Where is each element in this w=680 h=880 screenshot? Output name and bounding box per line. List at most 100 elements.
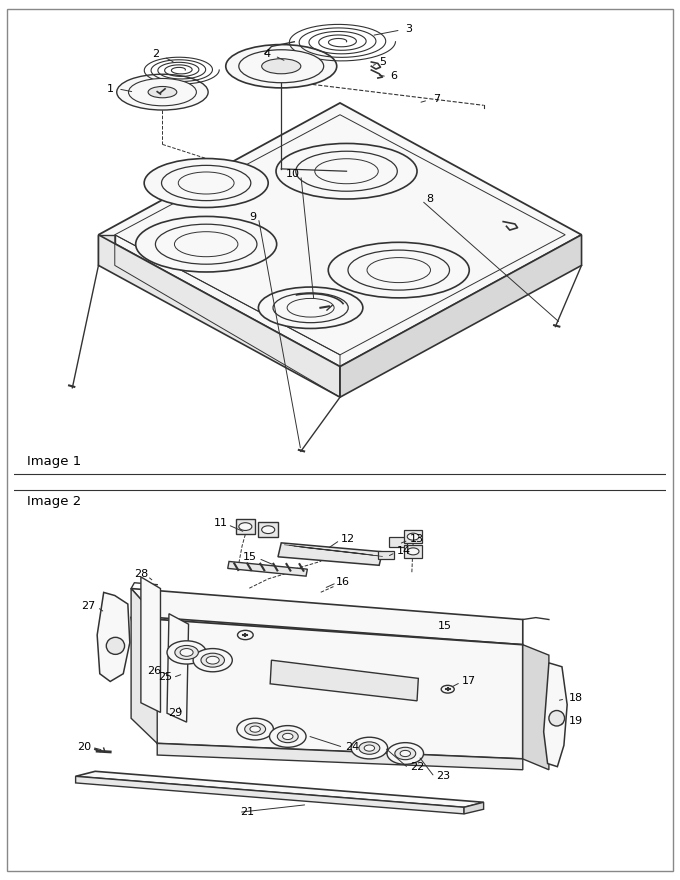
Polygon shape [270,660,418,700]
Ellipse shape [175,231,238,257]
Ellipse shape [395,747,415,759]
Ellipse shape [269,726,306,747]
Text: 10: 10 [286,169,299,179]
Text: 27: 27 [82,601,96,611]
Text: 3: 3 [405,24,412,34]
Ellipse shape [262,526,275,533]
Ellipse shape [162,165,251,201]
Ellipse shape [407,533,419,540]
Polygon shape [97,592,130,681]
Ellipse shape [407,548,419,555]
Text: 21: 21 [240,807,254,818]
Ellipse shape [237,718,273,740]
Text: 28: 28 [134,568,148,579]
Text: 15: 15 [243,552,257,561]
Ellipse shape [364,745,375,752]
Ellipse shape [167,641,206,664]
Text: 23: 23 [436,772,450,781]
Ellipse shape [106,637,124,655]
FancyBboxPatch shape [404,546,422,558]
Ellipse shape [258,287,363,328]
Ellipse shape [239,523,252,531]
Text: 1: 1 [107,84,114,94]
Text: 12: 12 [341,534,355,544]
FancyBboxPatch shape [378,551,394,559]
FancyBboxPatch shape [235,519,255,534]
Ellipse shape [315,158,378,184]
Ellipse shape [273,293,348,323]
FancyBboxPatch shape [258,522,278,538]
Ellipse shape [328,242,469,297]
Text: 4: 4 [263,48,271,59]
Ellipse shape [178,172,234,194]
Ellipse shape [549,710,564,726]
Polygon shape [99,103,581,367]
Text: Image 2: Image 2 [27,495,81,508]
Polygon shape [228,561,307,576]
Polygon shape [75,771,483,807]
FancyBboxPatch shape [389,537,407,546]
Polygon shape [75,776,464,814]
Ellipse shape [287,298,334,317]
Polygon shape [464,803,483,814]
Polygon shape [167,613,188,722]
Text: 11: 11 [214,517,228,528]
Text: 25: 25 [158,671,172,682]
Ellipse shape [206,656,219,664]
Polygon shape [131,618,523,759]
Ellipse shape [387,743,424,765]
Ellipse shape [175,645,199,659]
Text: 16: 16 [337,576,350,587]
Ellipse shape [180,649,193,656]
Polygon shape [544,663,567,766]
Ellipse shape [136,216,277,272]
Text: 24: 24 [345,742,359,752]
Ellipse shape [239,50,324,83]
Text: 7: 7 [433,94,440,104]
FancyBboxPatch shape [404,531,422,543]
Polygon shape [99,235,115,266]
Ellipse shape [348,250,449,290]
Ellipse shape [156,224,257,264]
Ellipse shape [117,74,208,110]
Text: 8: 8 [426,194,433,204]
Text: 18: 18 [569,693,583,703]
Ellipse shape [296,151,397,191]
Text: 20: 20 [77,742,91,752]
Text: 2: 2 [152,49,160,60]
Ellipse shape [276,143,417,199]
Polygon shape [340,235,581,397]
Text: 22: 22 [410,762,424,773]
Polygon shape [131,589,523,645]
Ellipse shape [148,86,177,98]
Text: 15: 15 [437,621,452,632]
Ellipse shape [283,733,293,739]
Text: 14: 14 [397,546,411,556]
Ellipse shape [441,686,454,693]
Polygon shape [141,577,160,713]
Text: 26: 26 [148,665,162,676]
Ellipse shape [193,649,233,671]
Text: 5: 5 [379,57,386,68]
Ellipse shape [277,730,299,743]
Polygon shape [278,543,382,565]
Ellipse shape [367,258,430,282]
Ellipse shape [226,45,337,88]
Polygon shape [157,744,523,770]
Ellipse shape [359,742,380,754]
Text: 29: 29 [169,708,183,718]
Polygon shape [523,645,549,770]
Ellipse shape [250,726,260,732]
Text: 9: 9 [249,212,256,222]
Ellipse shape [351,737,388,759]
Text: 6: 6 [390,70,397,81]
Ellipse shape [237,630,253,640]
Ellipse shape [245,722,266,736]
Polygon shape [131,589,157,744]
Ellipse shape [129,78,197,106]
Ellipse shape [262,59,301,74]
Text: Image 1: Image 1 [27,455,81,468]
Ellipse shape [144,158,268,208]
Polygon shape [99,235,340,397]
Ellipse shape [201,653,224,667]
